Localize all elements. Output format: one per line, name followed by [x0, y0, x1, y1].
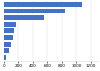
Bar — [4, 55, 6, 60]
Bar — [4, 22, 16, 27]
Bar — [4, 9, 65, 13]
Bar — [4, 35, 13, 40]
Bar — [4, 48, 9, 53]
Bar — [4, 42, 11, 47]
Bar — [4, 28, 14, 33]
Bar — [4, 2, 82, 7]
Bar — [4, 15, 44, 20]
